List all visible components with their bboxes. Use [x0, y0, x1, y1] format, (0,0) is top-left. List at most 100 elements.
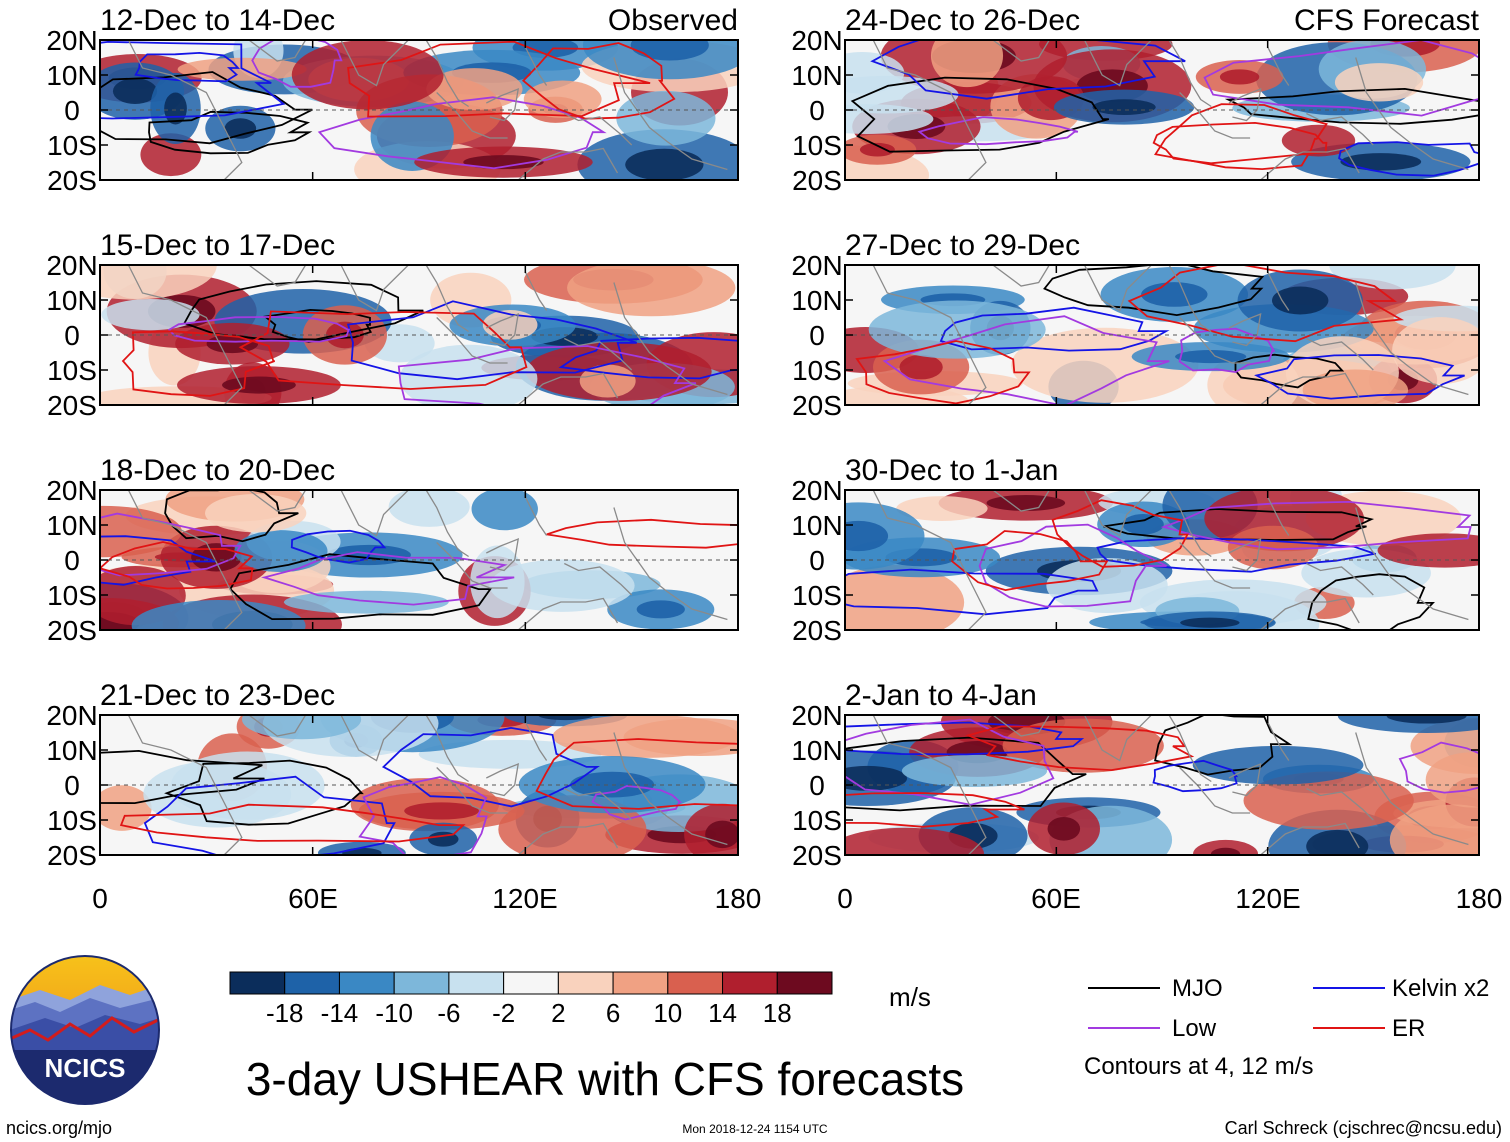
legend-label-er: ER [1392, 1015, 1425, 1042]
wave-contour [347, 40, 651, 118]
coastline [564, 112, 633, 146]
colorbar-swatch [229, 971, 286, 995]
wave-contour [100, 749, 265, 805]
y-tick-label: 20N [791, 250, 842, 281]
coastline [500, 147, 619, 180]
coastline [1228, 312, 1262, 347]
wave-contour [978, 523, 1167, 608]
wave-contour [1152, 121, 1328, 165]
x-tick-label: 120E [1235, 883, 1300, 914]
coastline [872, 490, 987, 630]
wave-contour [1127, 265, 1405, 343]
y-tick-label: 0 [64, 545, 80, 576]
y-tick-label: 0 [64, 95, 80, 126]
colorbar-swatch [503, 971, 559, 995]
shear-anomaly-region [291, 40, 444, 110]
coastline [1179, 92, 1251, 139]
wave-contour [845, 792, 1025, 828]
colorbar-swatch [722, 971, 778, 995]
coastline [127, 715, 243, 855]
colorbar-swatch [667, 971, 724, 995]
coastline [248, 715, 307, 737]
legend-note: Contours at 4, 12 m/s [1084, 1053, 1313, 1080]
coastline [613, 57, 728, 171]
coastline [1267, 721, 1290, 761]
wave-contour [134, 51, 241, 83]
coastline [1355, 507, 1469, 621]
coastline [1179, 767, 1251, 814]
colorbar-swatch [448, 971, 505, 995]
shear-anomaly-core [705, 820, 738, 849]
legend-label-low: Low [1172, 1015, 1217, 1042]
wave-contour [238, 310, 528, 390]
coastline [1267, 496, 1290, 536]
shear-anomaly-region [523, 80, 602, 118]
shear-anomaly-core [859, 142, 895, 157]
shear-anomaly-core [112, 78, 158, 105]
wave-contour [1051, 499, 1189, 568]
wave-contour [1338, 141, 1479, 177]
panel-title: 24-Dec to 26-Dec [845, 4, 1080, 37]
coastline [340, 265, 409, 312]
wave-contour [845, 718, 1055, 806]
coastline [500, 597, 619, 630]
coastline [992, 265, 1050, 287]
shear-anomaly-core [1047, 816, 1081, 841]
shear-anomaly-region [1392, 317, 1479, 384]
colorbar-tick-label: -2 [492, 998, 515, 1028]
y-tick-label: 10N [46, 285, 97, 316]
coastline [425, 715, 469, 783]
shear-anomaly-region [101, 298, 200, 331]
y-tick-label: 20S [792, 615, 842, 646]
wave-contour [591, 785, 683, 821]
coastline [872, 40, 987, 180]
map-panel: 20N 10N 0 10S 20S 18-Dec to 20-Dec [46, 454, 739, 646]
shear-anomaly-core [463, 155, 544, 170]
map-panel: 20N 10N 0 10S 20S 30-Dec to 1-Jan [791, 454, 1480, 646]
wave-contour [845, 568, 1099, 616]
shear-anomaly-region [1389, 804, 1479, 855]
coastline [1243, 372, 1360, 405]
coastline [340, 715, 409, 762]
coastline [425, 265, 469, 333]
shear-anomaly-region [205, 494, 307, 533]
panel-title: 21-Dec to 23-Dec [100, 679, 335, 712]
shear-anomaly-region [1334, 63, 1424, 102]
y-tick-label: 10S [792, 805, 842, 836]
shear-anomaly-region [283, 590, 449, 614]
wave-contour [1254, 354, 1465, 400]
y-tick-label: 20N [46, 250, 97, 281]
y-tick-label: 10N [791, 510, 842, 541]
shear-anomaly-core [625, 148, 704, 180]
shear-anomaly-region [845, 827, 985, 855]
shear-anomaly-region [896, 496, 988, 522]
panel-title: 30-Dec to 1-Jan [845, 454, 1058, 487]
shear-anomaly-core [636, 600, 685, 619]
shear-anomaly-region [100, 505, 182, 558]
y-tick-label: 10S [47, 130, 97, 161]
panel-title: 12-Dec to 14-Dec [100, 4, 335, 37]
y-tick-label: 20S [792, 165, 842, 196]
panel-title: 27-Dec to 29-Dec [845, 229, 1080, 262]
coastline [1306, 337, 1374, 371]
coastline [340, 490, 409, 537]
coastline [1306, 787, 1374, 821]
map-panel: 20N 10N 0 10S 20S 21-Dec to 23-Dec [46, 679, 739, 871]
y-tick-label: 20N [791, 25, 842, 56]
shear-anomaly-region [1281, 124, 1356, 157]
colorbar-tick-label: -14 [321, 998, 359, 1028]
shear-anomaly-core [1122, 514, 1164, 535]
coastline [1168, 715, 1212, 783]
coastline [486, 537, 520, 572]
shear-anomaly-region [845, 51, 905, 94]
wave-contour [917, 116, 1079, 146]
y-tick-label: 0 [64, 320, 80, 351]
colorbar-swatch [338, 971, 395, 995]
coastline [564, 787, 633, 821]
colorbar-tick-label: 14 [708, 998, 737, 1028]
wave-contour [845, 736, 1087, 812]
shear-anomaly-region [1227, 525, 1319, 570]
coastline [1083, 715, 1152, 762]
